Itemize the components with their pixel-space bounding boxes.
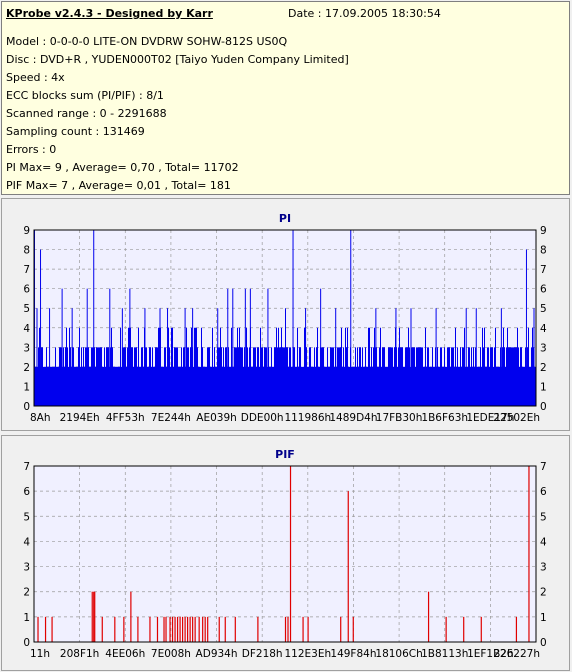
pi-ytick-left: 9: [23, 225, 30, 237]
pif-plot-border: [33, 465, 537, 643]
pi-chart-title: PI: [279, 212, 291, 225]
pif-plot-area: [33, 465, 537, 643]
pif-ytick-left: 2: [23, 587, 30, 599]
app-title: KProbe v2.4.3 - Designed by Karr: [6, 7, 213, 20]
pi-xtick: 4FF53h: [106, 412, 145, 424]
pif-bars: [37, 466, 530, 642]
pif-chart: PIF 0 0 1 1 2 2 3 3 4 4 5 5 6 6 7 7 11h 208F1h 4EE06h 7E008h…: [23, 448, 547, 660]
pif-ytick-right: 4: [540, 536, 547, 548]
pi-ytick-right: 4: [540, 323, 547, 335]
pif-ytick-left: 5: [23, 511, 30, 523]
info-errors: Errors : 0: [6, 143, 57, 156]
pif-ytick-left: 6: [23, 486, 30, 498]
pif-chart-title: PIF: [275, 448, 295, 461]
info-speed: Speed : 4x: [6, 71, 65, 84]
pi-xtick: DDE00h: [241, 412, 284, 424]
info-pif-stats: PIF Max= 7 , Average= 0,01 , Total= 181: [6, 179, 231, 192]
pif-xtick: DF218h: [242, 648, 283, 660]
pi-xtick: 2194Eh: [60, 412, 100, 424]
pi-ytick-left: 8: [23, 245, 30, 257]
pi-ytick-right: 0: [540, 401, 547, 413]
pif-ytick-right: 5: [540, 511, 547, 523]
pif-xtick: 11h: [30, 648, 50, 660]
pif-xtick: 112E3Eh: [284, 648, 331, 660]
scan-date: Date : 17.09.2005 18:30:54: [288, 7, 441, 20]
pi-ytick-left: 3: [23, 342, 30, 354]
pif-ytick-left: 7: [23, 461, 30, 473]
pi-xtick: 17FB30h: [376, 412, 423, 424]
pif-xtick: 18106Ch: [375, 648, 422, 660]
pif-xtick: 226227h: [493, 648, 540, 660]
pi-bars: [34, 230, 536, 406]
pi-xtick: 22502Eh: [493, 412, 540, 424]
info-disc: Disc : DVD+R , YUDEN000T02 [Taiyo Yuden …: [6, 53, 349, 66]
pif-xtick: 7E008h: [151, 648, 191, 660]
pi-ytick-left: 5: [23, 303, 30, 315]
pi-ytick-right: 3: [540, 342, 547, 354]
pif-xtick: AD934h: [196, 648, 238, 660]
info-sampling: Sampling count : 131469: [6, 125, 145, 138]
pif-ytick-right: 0: [540, 637, 547, 649]
pi-xtick: 1B6F63h: [421, 412, 468, 424]
pif-chart-panel: PIF 0 0 1 1 2 2 3 3 4 4 5 5 6 6 7 7 11h 208F1h 4EE06h 7E008h…: [1, 435, 570, 671]
info-panel: KProbe v2.4.3 - Designed by Karr Date : …: [1, 1, 570, 195]
pi-ytick-right: 2: [540, 362, 547, 374]
info-pi-stats: PI Max= 9 , Average= 0,70 , Total= 11702: [6, 161, 239, 174]
pi-ytick-left: 2: [23, 362, 30, 374]
pif-ytick-right: 2: [540, 587, 547, 599]
pi-ytick-right: 5: [540, 303, 547, 315]
pi-ytick-right: 6: [540, 284, 547, 296]
pif-ytick-left: 1: [23, 612, 30, 624]
pi-xtick: AE039h: [196, 412, 237, 424]
pif-ytick-right: 1: [540, 612, 547, 624]
pi-floor: [34, 366, 536, 406]
pi-chart: PI 0 0 1 1 2 2 3 3 4 4 5 5 6 6 7 7 8 8 9 9 8Ah 2194Eh 4FF53h 7E2…: [23, 212, 547, 424]
pi-ytick-right: 8: [540, 245, 547, 257]
pi-xtick: 7E244h: [151, 412, 191, 424]
pi-ytick-left: 7: [23, 264, 30, 276]
pif-xtick: 208F1h: [60, 648, 99, 660]
pi-plot-border: [33, 229, 537, 407]
pif-ytick-right: 7: [540, 461, 547, 473]
pi-ytick-right: 7: [540, 264, 547, 276]
pif-ytick-left: 4: [23, 536, 30, 548]
info-ecc: ECC blocks sum (PI/PIF) : 8/1: [6, 89, 164, 102]
pi-ytick-left: 1: [23, 381, 30, 393]
pi-xtick: 1489D4h: [329, 412, 377, 424]
pif-ytick-right: 3: [540, 562, 547, 574]
pif-xtick: 149F84h: [330, 648, 376, 660]
pif-xtick: 1EF1B2h: [467, 648, 514, 660]
pi-ytick-left: 6: [23, 284, 30, 296]
pi-xtick: 8Ah: [30, 412, 51, 424]
pi-ytick-left: 4: [23, 323, 30, 335]
pif-xtick: 1B8113h: [421, 648, 468, 660]
pif-ytick-left: 3: [23, 562, 30, 574]
pif-ytick-right: 6: [540, 486, 547, 498]
pi-xtick: 111986h: [284, 412, 331, 424]
pi-ytick-right: 1: [540, 381, 547, 393]
pif-xtick: 4EE06h: [105, 648, 145, 660]
pif-ytick-left: 0: [23, 637, 30, 649]
info-range: Scanned range : 0 - 2291688: [6, 107, 167, 120]
pi-ytick-right: 9: [540, 225, 547, 237]
pi-ytick-left: 0: [23, 401, 30, 413]
info-model: Model : 0-0-0-0 LITE-ON DVDRW SOHW-812S …: [6, 35, 288, 48]
pi-xtick: 1EDE17h: [466, 412, 514, 424]
pi-chart-panel: PI 0 0 1 1 2 2 3 3 4 4 5 5 6 6 7 7 8 8 9 9 8Ah 2194Eh 4FF53h 7E2…: [1, 198, 570, 431]
